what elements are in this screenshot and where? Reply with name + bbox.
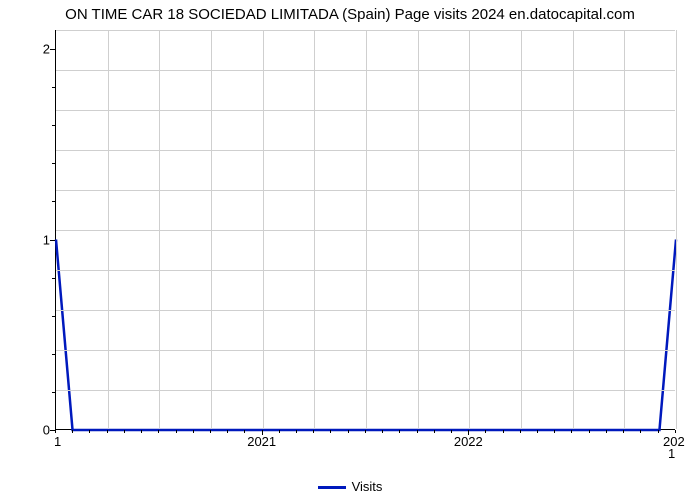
x-minor-tick <box>417 430 418 433</box>
grid-hline <box>56 190 675 191</box>
x-minor-tick <box>244 430 245 433</box>
x-minor-tick <box>279 430 280 433</box>
x-minor-tick <box>399 430 400 433</box>
x-minor-tick <box>176 430 177 433</box>
y-minor-tick <box>52 125 55 126</box>
grid-hline <box>56 70 675 71</box>
y-minor-tick <box>52 201 55 202</box>
x-minor-tick <box>210 430 211 433</box>
x-minor-tick <box>365 430 366 433</box>
x-minor-tick <box>382 430 383 433</box>
x-minor-tick <box>623 430 624 433</box>
y-minor-tick <box>52 392 55 393</box>
grid-vline <box>676 30 677 429</box>
y-tick-label: 0 <box>28 423 50 438</box>
x-minor-tick <box>158 430 159 433</box>
x-minor-tick <box>227 430 228 433</box>
x-minor-tick <box>296 430 297 433</box>
y-tick-label: 2 <box>28 42 50 57</box>
x-minor-tick <box>193 430 194 433</box>
grid-hline <box>56 230 675 231</box>
x-minor-tick <box>330 430 331 433</box>
x-minor-tick <box>348 430 349 433</box>
y-minor-tick <box>52 278 55 279</box>
x-minor-tick <box>72 430 73 433</box>
x-minor-tick <box>468 430 469 433</box>
grid-hline <box>56 270 675 271</box>
legend-swatch <box>318 486 346 489</box>
y-tick-mark <box>50 49 55 50</box>
y-minor-tick <box>52 354 55 355</box>
grid-hline <box>56 310 675 311</box>
grid-hline <box>56 110 675 111</box>
x-minor-tick <box>262 430 263 433</box>
legend-label: Visits <box>352 479 383 494</box>
x-minor-tick <box>658 430 659 433</box>
visits-chart: ON TIME CAR 18 SOCIEDAD LIMITADA (Spain)… <box>0 0 700 500</box>
y-tick-label: 1 <box>28 232 50 247</box>
x-minor-tick <box>537 430 538 433</box>
x-minor-tick <box>451 430 452 433</box>
x-minor-tick <box>571 430 572 433</box>
x-minor-tick <box>640 430 641 433</box>
x-minor-tick <box>606 430 607 433</box>
x-minor-tick <box>141 430 142 433</box>
x-tick-label: 2021 <box>247 434 276 449</box>
y-minor-tick <box>52 87 55 88</box>
x-right-edge-label: 202 <box>663 434 685 449</box>
x-minor-tick <box>520 430 521 433</box>
y-minor-tick <box>52 163 55 164</box>
grid-hline <box>56 390 675 391</box>
y-tick-mark <box>50 240 55 241</box>
x-tick-label: 2022 <box>454 434 483 449</box>
x-minor-tick <box>434 430 435 433</box>
grid-hline <box>56 30 675 31</box>
grid-hline <box>56 150 675 151</box>
legend: Visits <box>0 479 700 494</box>
y-minor-tick <box>52 316 55 317</box>
x-minor-tick <box>55 430 56 433</box>
x-minor-tick <box>589 430 590 433</box>
corner-left-label: 1 <box>54 434 61 449</box>
x-minor-tick <box>89 430 90 433</box>
x-minor-tick <box>675 430 676 433</box>
x-minor-tick <box>485 430 486 433</box>
x-minor-tick <box>554 430 555 433</box>
chart-title: ON TIME CAR 18 SOCIEDAD LIMITADA (Spain)… <box>0 6 700 23</box>
plot-area <box>55 30 675 430</box>
x-minor-tick <box>124 430 125 433</box>
x-minor-tick <box>107 430 108 433</box>
x-minor-tick <box>503 430 504 433</box>
x-minor-tick <box>313 430 314 433</box>
grid-hline <box>56 350 675 351</box>
